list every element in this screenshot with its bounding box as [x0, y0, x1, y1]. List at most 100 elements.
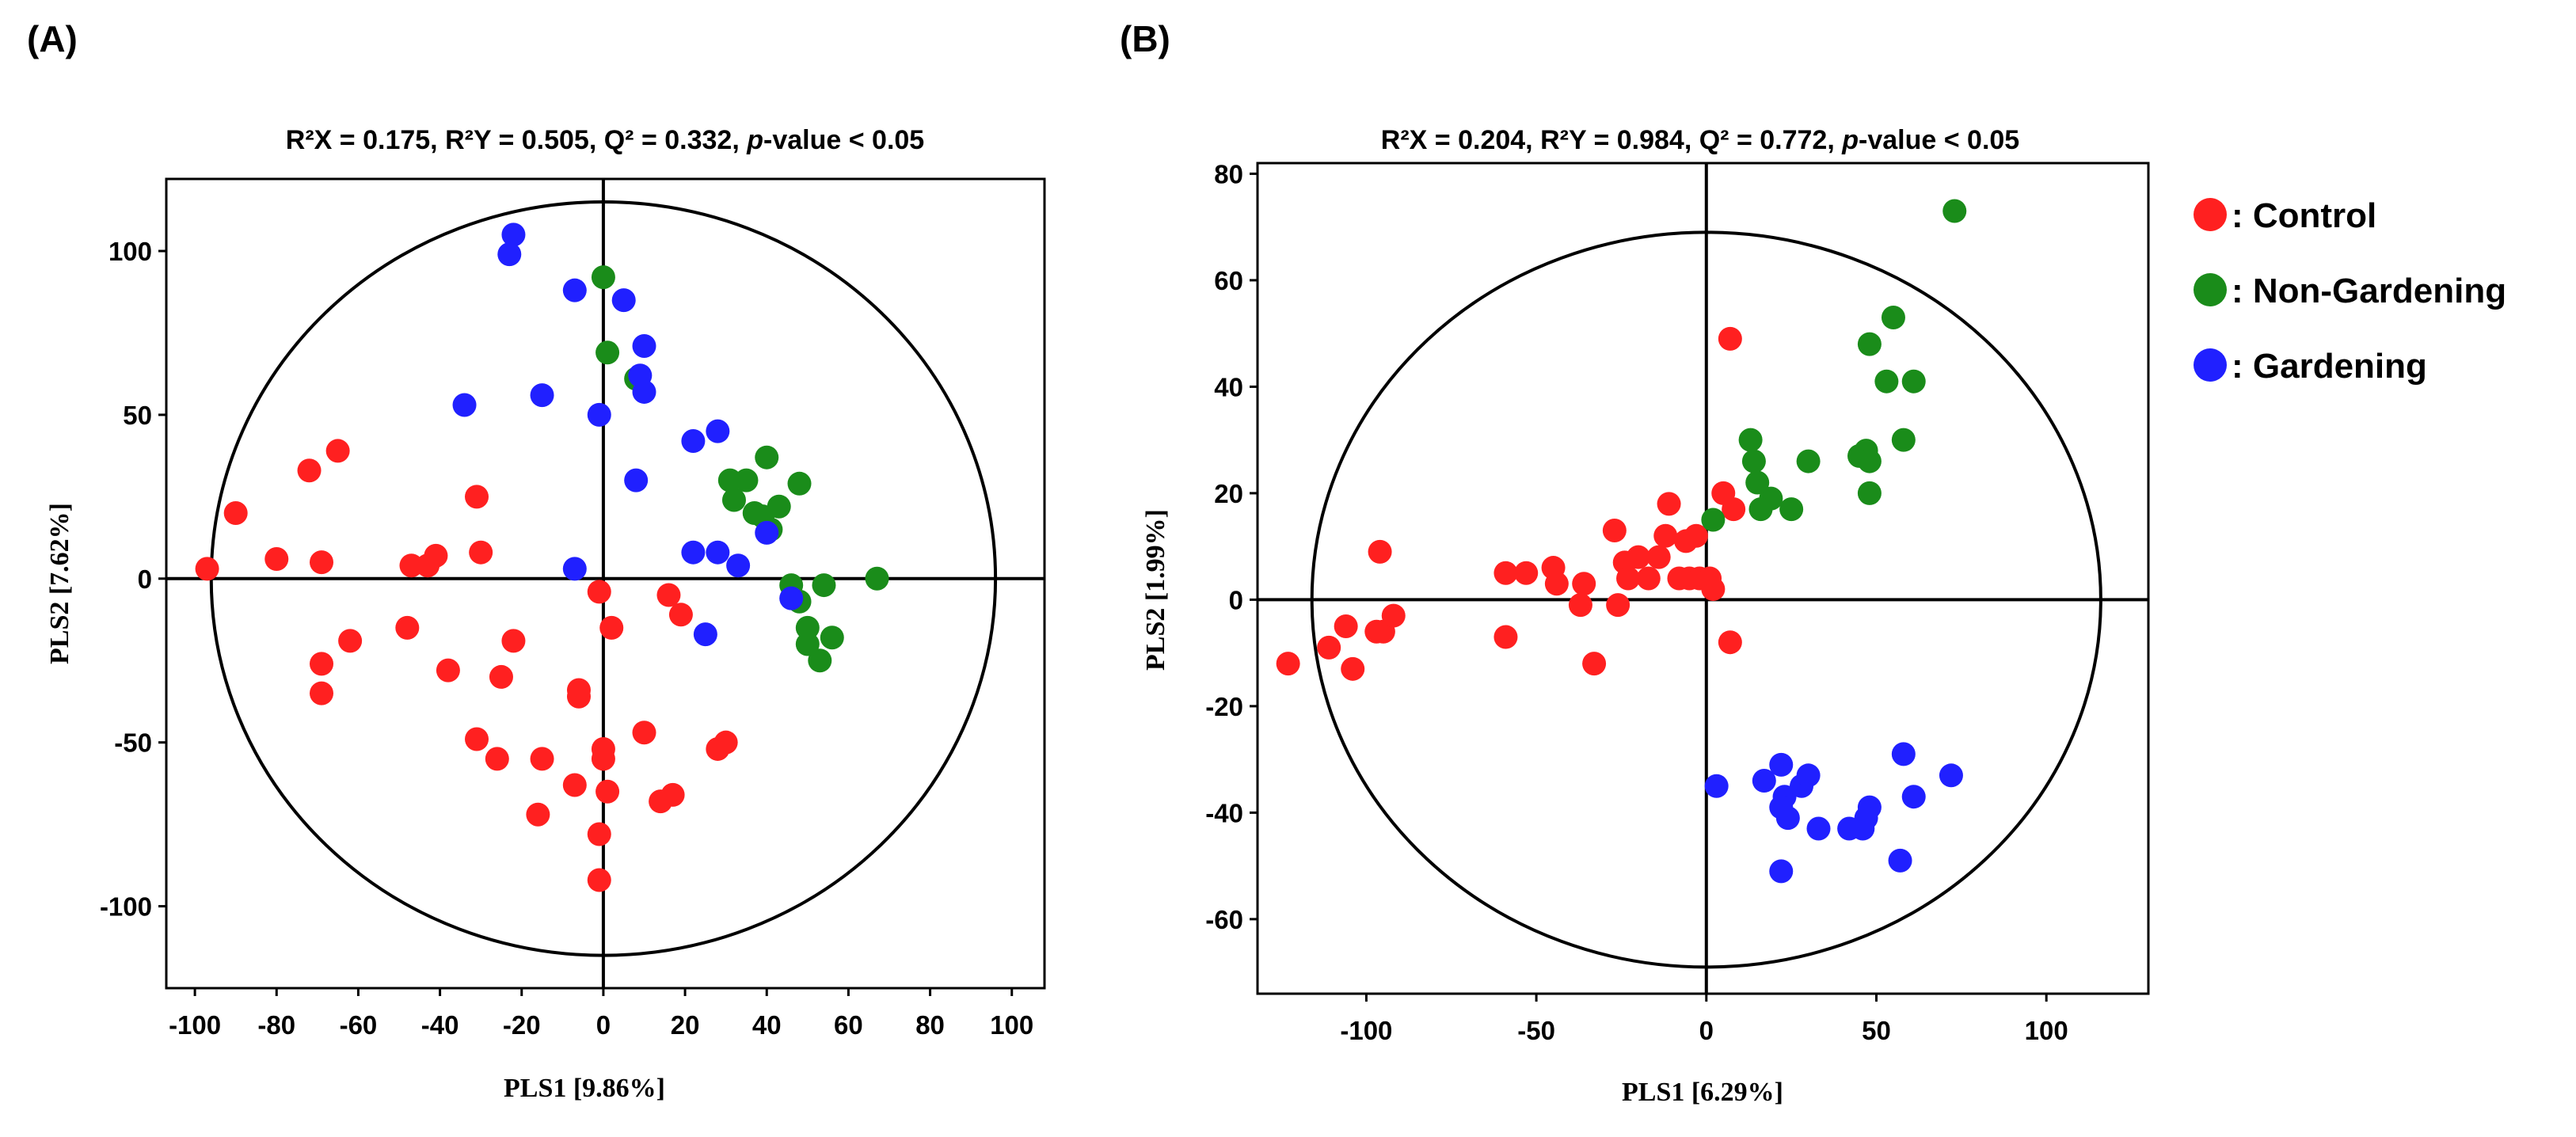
- panel-a-point-gardening: [693, 622, 717, 647]
- panel-a-point-non-gardening: [812, 573, 836, 598]
- panel-a-point-control: [591, 747, 615, 771]
- panel-a-point-control: [562, 773, 587, 797]
- legend-marker-control: [2194, 198, 2227, 231]
- panel-a-point-gardening: [587, 402, 611, 427]
- panel-a-x-axis-title: PLS1 [9.86%]: [504, 1074, 665, 1103]
- panel-b-point-gardening: [1769, 752, 1794, 777]
- panel-b-point-non-gardening: [1738, 428, 1763, 452]
- panel-a-point-non-gardening: [717, 468, 742, 492]
- panel-b-point-non-gardening: [1881, 306, 1905, 330]
- panel-a-x-tick-label: -40: [421, 1010, 459, 1040]
- panel-a-label: (A): [27, 18, 78, 59]
- panel-a-y-tick-label: 50: [123, 401, 152, 430]
- panel-b-point-control: [1493, 561, 1518, 585]
- panel-b-point-control: [1606, 593, 1630, 618]
- panel-b-point-control: [1616, 566, 1641, 591]
- panel-a-y-tick-label: -50: [114, 728, 152, 758]
- panel-a-point-control: [713, 730, 738, 755]
- panel-b-point-control: [1602, 518, 1627, 542]
- panel-b-point-gardening: [1891, 742, 1916, 766]
- panel-b-point-control: [1572, 572, 1596, 596]
- panel-b-title: R²X = 0.204, R²Y = 0.984, Q² = 0.772, p-…: [1381, 125, 2019, 155]
- panel-b-x-tick-label: 0: [1699, 1016, 1714, 1045]
- panel-a-point-control: [566, 678, 591, 702]
- panel-a-point-control: [489, 664, 513, 689]
- panel-a-point-control: [195, 557, 219, 581]
- panel-a-point-control: [501, 629, 526, 653]
- panel-a-point-gardening: [562, 557, 587, 581]
- panel-b-point-control: [1657, 492, 1681, 516]
- panel-a-title-pvalue: -value < 0.05: [763, 125, 924, 155]
- legend-item-gardening: : Gardening: [2194, 347, 2427, 386]
- panel-a-point-non-gardening: [595, 340, 620, 365]
- legend-label-gardening: : Gardening: [2232, 347, 2427, 386]
- panel-a-point-control: [338, 629, 363, 653]
- panel-b-point-gardening: [1939, 763, 1963, 788]
- panel-b-point-control: [1646, 545, 1671, 569]
- panel-b-point-non-gardening: [1901, 369, 1926, 394]
- legend-label-non-gardening: : Non-Gardening: [2232, 272, 2506, 310]
- panel-a-point-control: [599, 615, 624, 640]
- panel-b-point-gardening: [1769, 795, 1794, 819]
- panel-a-point-non-gardening: [591, 265, 615, 290]
- panel-b-point-non-gardening: [1857, 449, 1882, 473]
- panel-a-points: [195, 222, 889, 892]
- panel-a-point-control: [656, 583, 681, 607]
- panel-b-x-tick-label: 100: [2025, 1016, 2068, 1045]
- panel-a-x-tick-label: 0: [596, 1010, 611, 1040]
- panel-b-point-control: [1701, 576, 1726, 601]
- panel-b-point-control: [1341, 656, 1365, 681]
- panel-a-point-non-gardening: [820, 626, 844, 650]
- panel-b-y-tick-label: 80: [1214, 159, 1243, 188]
- panel-a-x-tick-label: 100: [990, 1010, 1033, 1040]
- panel-a-point-control: [395, 615, 420, 640]
- panel-a-point-non-gardening: [795, 615, 820, 640]
- panel-a-y-ticks: -100 -50 0 50 100: [100, 237, 166, 922]
- panel-a-point-control: [264, 546, 289, 571]
- panel-a-point-control: [424, 543, 448, 568]
- panel-b-y-tick-label: 20: [1214, 479, 1243, 508]
- panel-b-points: [1276, 199, 1967, 884]
- panel-a-point-gardening: [452, 393, 477, 417]
- panel-b-point-non-gardening: [1701, 508, 1726, 532]
- panel-a-point-gardening: [624, 468, 649, 492]
- panel-a-point-gardening: [681, 540, 706, 565]
- panel-b-y-tick-label: -40: [1205, 798, 1243, 827]
- panel-b-point-control: [1493, 625, 1518, 649]
- panel-b-point-control: [1368, 539, 1392, 564]
- panel-b-y-tick-label: 0: [1229, 585, 1243, 614]
- panel-b-title-p: p: [1841, 125, 1859, 155]
- legend: : Control : Non-Gardening : Gardening: [2194, 196, 2506, 386]
- panel-a-point-gardening: [562, 278, 587, 302]
- legend-label-control: : Control: [2232, 196, 2376, 235]
- panel-b-point-non-gardening: [1796, 449, 1821, 473]
- panel-a-point-control: [399, 553, 424, 578]
- panel-a-point-control: [587, 580, 611, 604]
- panel-a-point-control: [310, 550, 334, 575]
- panel-a-point-control: [632, 721, 656, 745]
- panel-b-title-stats: R²X = 0.204, R²Y = 0.984, Q² = 0.772,: [1381, 125, 1842, 155]
- panel-a-point-control: [465, 727, 489, 751]
- panel-a-point-control: [297, 458, 322, 483]
- panel-b-point-non-gardening: [1857, 481, 1882, 505]
- panel-b-point-gardening: [1854, 806, 1878, 831]
- panel-b-point-gardening: [1888, 848, 1912, 873]
- panel-b-x-axis-title: PLS1 [6.29%]: [1622, 1078, 1783, 1107]
- panel-a-point-non-gardening: [755, 445, 779, 470]
- panel-b-point-gardening: [1752, 769, 1776, 793]
- panel-b-point-control: [1626, 545, 1650, 569]
- panel-a-point-control: [310, 652, 334, 676]
- panel-a-y-tick-label: 100: [108, 237, 152, 266]
- panel-b-confidence-ellipse: [1310, 230, 2102, 969]
- panel-a-y-tick-label: -100: [100, 892, 152, 922]
- panel-a-point-gardening: [726, 553, 751, 578]
- panel-b-point-non-gardening: [1857, 332, 1882, 356]
- panel-a-x-tick-label: -20: [503, 1010, 541, 1040]
- panel-a-point-gardening: [501, 222, 526, 247]
- panel-a-point-non-gardening: [734, 468, 759, 492]
- panel-a-point-gardening: [706, 419, 730, 443]
- panel-b-point-control: [1317, 635, 1341, 660]
- panel-b-point-control: [1582, 652, 1607, 676]
- panel-a-point-gardening: [611, 288, 636, 313]
